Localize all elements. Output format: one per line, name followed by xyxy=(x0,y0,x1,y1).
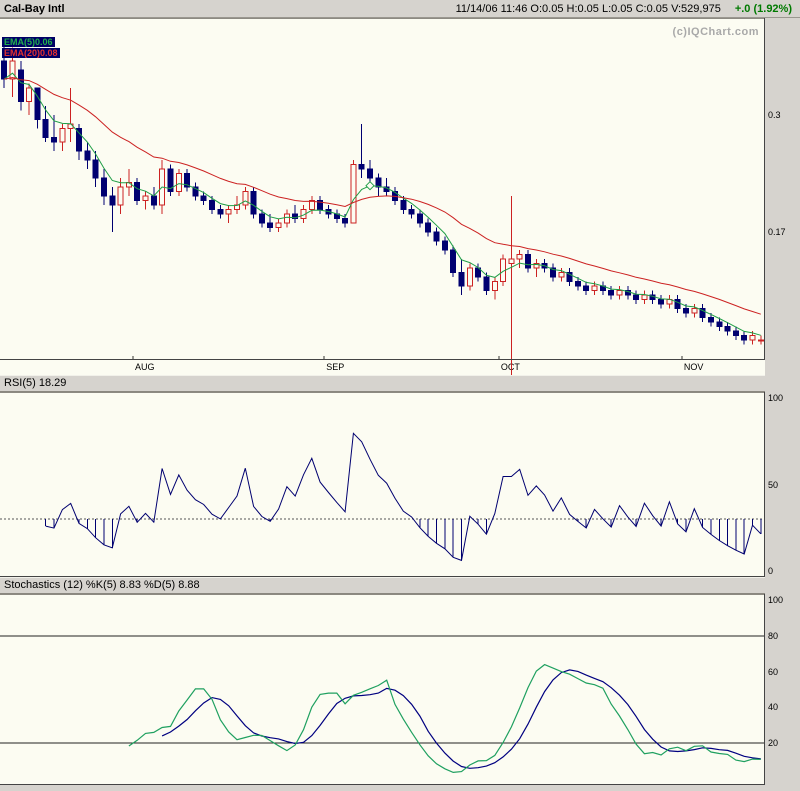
x-axis-month-label: OCT xyxy=(500,362,520,372)
axis-tick-label: 100 xyxy=(768,595,784,605)
x-axis-month-label: NOV xyxy=(683,362,704,372)
price-candlestick-chart[interactable] xyxy=(0,18,765,381)
chart-area: EMA(5)0.06 EMA(20)0.08 (c)IQChart.com AU… xyxy=(0,18,800,791)
iqchart-watermark: (c)IQChart.com xyxy=(672,26,759,38)
axis-tick-label: 20 xyxy=(768,738,779,749)
change-badge: +.0 (1.92%) xyxy=(734,2,792,15)
axis-tick-label: 0.17 xyxy=(768,227,786,238)
symbol-name: Cal-Bay Intl xyxy=(4,2,65,15)
x-axis-month-strip: AUG SEP OCT NOV xyxy=(0,360,765,375)
stochastics-title: Stochastics (12) %K(5) 8.83 %D(5) 8.88 xyxy=(4,579,200,591)
axis-tick-label: 50 xyxy=(768,479,779,490)
ema-legend-group: EMA(5)0.06 EMA(20)0.08 xyxy=(2,37,60,58)
axis-tick-label: 80 xyxy=(768,630,779,641)
bottom-strip xyxy=(0,785,765,791)
quote-header: Cal-Bay Intl 11/14/06 11:46 O:0.05 H:0.0… xyxy=(0,0,800,18)
axis-tick-label: 40 xyxy=(768,702,779,713)
stochastics-chart[interactable] xyxy=(0,594,765,785)
axis-tick-label: 0.3 xyxy=(768,110,781,121)
value-axis-column: 0.3 0.17 100 50 0 100 80 60 40 20 xyxy=(765,18,800,791)
ema5-legend: EMA(5)0.06 xyxy=(2,37,55,47)
chart-plots-area: EMA(5)0.06 EMA(20)0.08 (c)IQChart.com AU… xyxy=(0,18,765,791)
axis-tick-label: 100 xyxy=(768,393,784,403)
rsi-chart[interactable] xyxy=(0,392,765,577)
stochastics-title-strip: Stochastics (12) %K(5) 8.83 %D(5) 8.88 xyxy=(0,577,765,594)
quote-line: 11/14/06 11:46 O:0.05 H:0.05 L:0.05 C:0.… xyxy=(455,2,721,15)
axis-tick-label: 60 xyxy=(768,666,779,677)
rsi-title: RSI(5) 18.29 xyxy=(4,377,67,389)
rsi-title-strip: RSI(5) 18.29 xyxy=(0,375,765,392)
x-axis-month-label: SEP xyxy=(326,362,345,372)
x-axis-month-label: AUG xyxy=(135,362,155,372)
ema20-legend: EMA(20)0.08 xyxy=(2,48,60,58)
axis-tick-label: 0 xyxy=(768,566,774,576)
